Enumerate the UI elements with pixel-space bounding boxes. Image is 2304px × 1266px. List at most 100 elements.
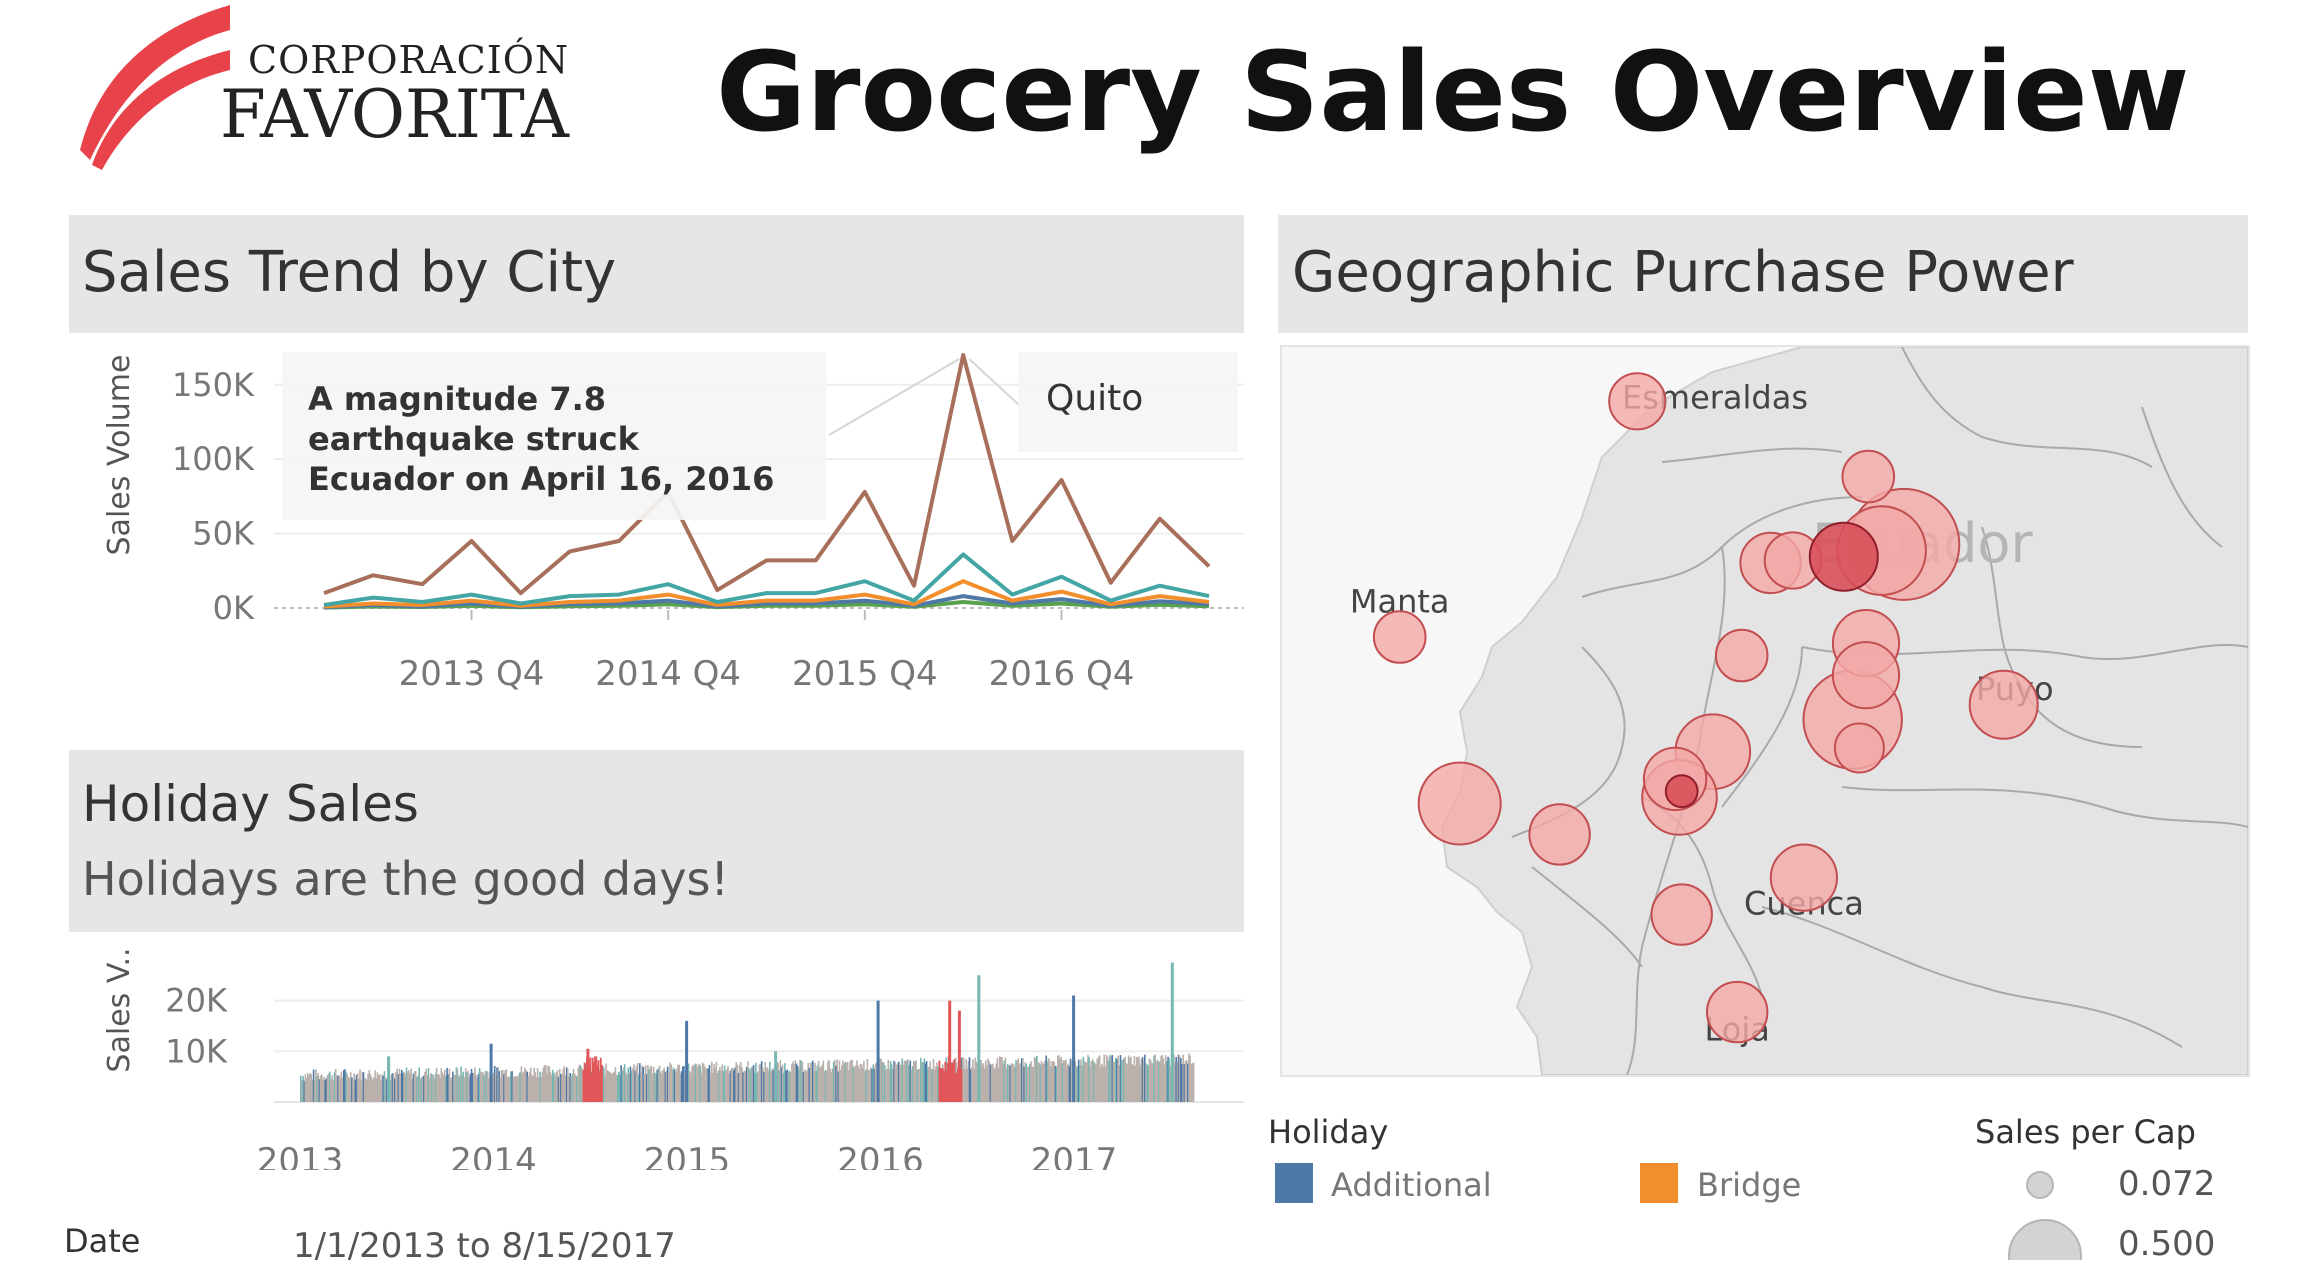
- holiday-bar: [1032, 1066, 1035, 1102]
- holiday-bar: [455, 1067, 458, 1102]
- holiday-bar: [844, 1061, 847, 1102]
- holiday-spike-bar[interactable]: [489, 1043, 493, 1102]
- holiday-bar: [534, 1072, 537, 1102]
- holiday-bar: [966, 1068, 968, 1102]
- holiday-bar: [634, 1070, 636, 1102]
- map-bubble[interactable]: [1528, 803, 1591, 866]
- holiday-bar: [345, 1071, 347, 1102]
- holiday-bar: [540, 1077, 542, 1102]
- holiday-bar: [799, 1060, 801, 1102]
- holiday-bar: [1105, 1054, 1108, 1102]
- holiday-bar: [632, 1068, 634, 1102]
- map-bubble[interactable]: [1833, 722, 1885, 774]
- holiday-bar: [464, 1068, 467, 1102]
- holiday-bar: [1124, 1056, 1126, 1102]
- legend-swatch-additional[interactable]: [1275, 1163, 1313, 1203]
- map-bubble-highlight[interactable]: [1808, 521, 1879, 592]
- trend-series-line[interactable]: [323, 579, 1210, 609]
- holiday-bar-red: [583, 1062, 586, 1102]
- holiday-x-tick-label: 2014: [450, 1141, 537, 1170]
- holiday-spike-bar[interactable]: [586, 1048, 590, 1103]
- map-bubble[interactable]: [1714, 628, 1769, 683]
- holiday-bar: [793, 1064, 795, 1102]
- holiday-bar: [613, 1071, 616, 1102]
- holiday-spike-bar[interactable]: [948, 1000, 952, 1102]
- map-bubble[interactable]: [1417, 761, 1502, 846]
- holiday-spike-bar[interactable]: [774, 1051, 778, 1102]
- holiday-bar: [834, 1059, 836, 1102]
- holiday-spike-bar[interactable]: [1072, 995, 1076, 1103]
- holiday-bar: [981, 1064, 984, 1102]
- holiday-bar: [367, 1073, 369, 1102]
- map-bubble[interactable]: [1968, 669, 2039, 740]
- holiday-spike-bar[interactable]: [387, 1056, 391, 1102]
- date-filter-value[interactable]: 1/1/2013 to 8/15/2017: [293, 1226, 676, 1266]
- holiday-bar: [1039, 1064, 1042, 1102]
- size-legend-title: Sales per Cap: [1975, 1113, 2196, 1151]
- holiday-bar: [729, 1070, 732, 1102]
- map-bubble[interactable]: [1831, 641, 1901, 710]
- annotation-line-2: earthquake struck: [308, 420, 639, 458]
- trend-series-line[interactable]: [323, 600, 1210, 610]
- dashboard-title: Grocery Sales Overview: [716, 28, 2190, 156]
- holiday-bar: [533, 1067, 535, 1102]
- holiday-bar: [899, 1064, 901, 1102]
- holiday-bar: [433, 1078, 436, 1102]
- legend-label-bridge[interactable]: Bridge: [1697, 1166, 1802, 1204]
- holiday-bar: [910, 1069, 913, 1102]
- holiday-spike-bar[interactable]: [594, 1056, 598, 1102]
- holiday-spike-bar[interactable]: [1170, 962, 1174, 1103]
- holiday-bar: [1152, 1063, 1154, 1102]
- holiday-bar: [1090, 1061, 1093, 1102]
- holiday-bar: [502, 1070, 504, 1102]
- holiday-bar: [373, 1077, 375, 1102]
- holiday-bar-red: [940, 1068, 943, 1102]
- holiday-spike-bar[interactable]: [957, 1010, 961, 1102]
- map-bubble[interactable]: [1706, 980, 1769, 1044]
- holiday-bar: [965, 1059, 967, 1102]
- trend-y-tick-label: 100K: [172, 440, 255, 478]
- trend-series-line[interactable]: [323, 552, 1210, 607]
- holiday-bar: [461, 1074, 463, 1102]
- holiday-bar: [1101, 1063, 1103, 1102]
- holiday-bar: [467, 1070, 469, 1102]
- map-bubble[interactable]: [1650, 883, 1713, 946]
- holiday-bar: [1075, 1066, 1078, 1102]
- map-bubble[interactable]: [1841, 449, 1896, 504]
- holiday-bar-red: [589, 1057, 592, 1102]
- map-bubble[interactable]: [1372, 610, 1427, 664]
- map-bubble-highlight[interactable]: [1664, 774, 1699, 809]
- holiday-bar: [1061, 1063, 1064, 1102]
- holiday-bar: [448, 1068, 451, 1102]
- holiday-bar: [734, 1067, 736, 1102]
- legend-label-additional[interactable]: Additional: [1331, 1166, 1492, 1204]
- holiday-spike-bar[interactable]: [685, 1020, 689, 1102]
- holiday-bar: [758, 1064, 761, 1102]
- map-bubble[interactable]: [1769, 843, 1839, 912]
- trend-series-line[interactable]: [323, 594, 1210, 610]
- legend-swatch-bridge[interactable]: [1640, 1163, 1678, 1203]
- holiday-bar: [873, 1068, 876, 1102]
- holiday-spike-bar[interactable]: [876, 1000, 880, 1102]
- holiday-bar: [374, 1070, 376, 1102]
- holiday-bar: [885, 1070, 887, 1102]
- holiday-bar: [1068, 1066, 1071, 1102]
- holiday-bar: [672, 1067, 675, 1102]
- holiday-bar: [1010, 1063, 1013, 1102]
- holiday-bar: [305, 1078, 308, 1102]
- holiday-spike-bar[interactable]: [977, 975, 981, 1102]
- ecuador-map[interactable]: EsmeraldasMantaPuyoCuencaLoja Ecuador: [1280, 345, 2250, 1077]
- holiday-bar: [996, 1058, 999, 1102]
- holiday-bar: [664, 1072, 667, 1102]
- trend-series-line[interactable]: [323, 353, 1211, 596]
- holiday-bar: [1057, 1055, 1059, 1102]
- holiday-bar: [649, 1066, 652, 1102]
- holiday-bar: [369, 1074, 372, 1102]
- holiday-bar: [481, 1072, 483, 1102]
- map-bubble[interactable]: [1608, 372, 1667, 431]
- holiday-bar: [511, 1071, 513, 1102]
- holiday-bar: [469, 1073, 472, 1102]
- holiday-bar: [557, 1076, 560, 1102]
- holiday-bar: [742, 1072, 744, 1102]
- holiday-bar-red: [939, 1068, 942, 1102]
